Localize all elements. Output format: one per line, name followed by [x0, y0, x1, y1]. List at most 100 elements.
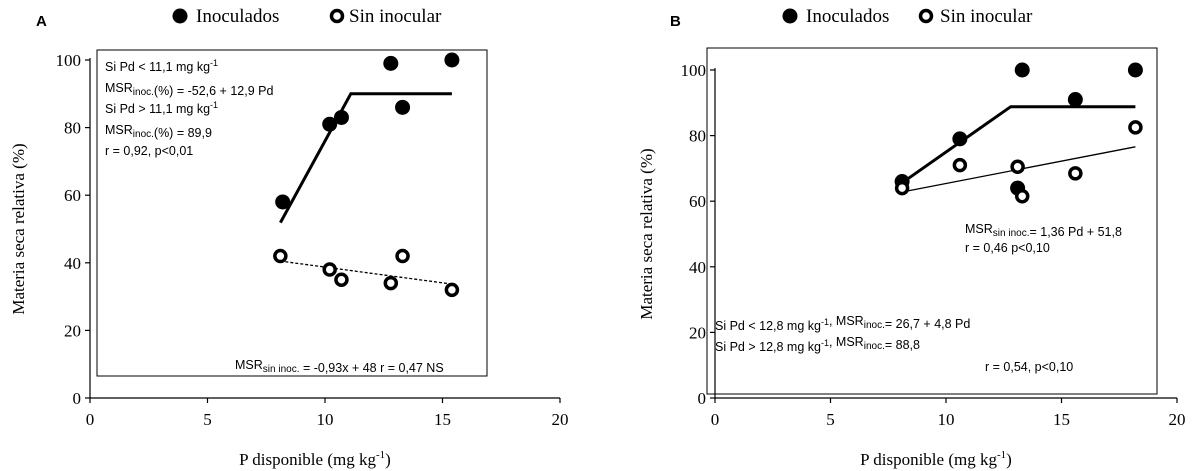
annotation-line: Si Pd > 11,1 mg kg-1 [105, 100, 218, 116]
y-tick-label: 40 [689, 258, 706, 277]
x-tick-label: 0 [86, 410, 95, 429]
panel-letter: A [36, 13, 47, 30]
y-tick-label: 20 [689, 323, 706, 342]
data-point-sin-inocular [1068, 166, 1083, 181]
subscript: inoc. [864, 341, 885, 352]
fit-line-inoculados [279, 92, 452, 224]
x-tick-label: 0 [711, 410, 720, 429]
data-point-inoculados [383, 55, 399, 71]
y-tick-label: 0 [698, 389, 707, 408]
annotation-line: r = 0,54, p<0,10 [985, 360, 1073, 374]
annotation-text: , MSR [829, 314, 864, 328]
superscript: -1 [210, 100, 218, 110]
regression-annotation: r = 0,54, p<0,10 [985, 360, 1073, 374]
y-tick-label: 80 [689, 127, 706, 146]
data-point-sin-inocular [334, 272, 349, 287]
data-point-sin-inocular [894, 180, 910, 196]
annotation-line: r = 0,46 p<0,10 [965, 241, 1050, 255]
annotation-text: (%) = 89,9 [154, 126, 212, 140]
plot-frame [706, 47, 1158, 395]
data-point-inoculados [1127, 62, 1143, 78]
annotation-text: Si Pd > 12,8 mg kg [715, 340, 821, 354]
annotation-text: = 88,8 [885, 338, 920, 352]
regression-annotation: Si Pd < 12,8 mg kg-1, MSRinoc.= 26,7 + 4… [715, 314, 970, 354]
chart-panel-a: A Inoculados Sin inocular 0 20 40 60 80 100 0 5 10 1… [9, 6, 569, 469]
chart-panel-b: B Inoculados Sin inocular 0 20 40 60 80 100 0 5 10 1… [637, 6, 1186, 469]
x-axis-title-text: P disponible (mg kg [239, 450, 376, 469]
annotation-text: MSR [105, 123, 133, 137]
subscript: sin inoc. [263, 364, 300, 375]
annotation-line: Si Pd < 12,8 mg kg-1, MSRinoc.= 26,7 + 4… [715, 314, 970, 333]
x-axis-title-end: ) [1006, 450, 1012, 469]
data-point-inoculados [395, 99, 411, 115]
data-point-sin-inocular [1128, 120, 1143, 135]
x-tick-label: 15 [1053, 410, 1070, 429]
y-axis-title: Materia seca relativa (%) [9, 143, 28, 314]
annotation-text: MSR [235, 358, 263, 372]
subscript: inoc. [133, 87, 154, 98]
x-axis-title: P disponible (mg kg-1) [239, 449, 391, 469]
data-point-sin-inocular [444, 282, 460, 298]
annotation-line: MSRinoc.(%) = 89,9 [105, 123, 212, 140]
x-tick-label: 20 [552, 410, 569, 429]
annotation-text: Si Pd < 12,8 mg kg [715, 319, 821, 333]
annotation-text: r = 0,92, p<0,01 [105, 144, 193, 158]
regression-annotation: Si Pd < 11,1 mg kg-1 MSRinoc.(%) = -52,6… [105, 58, 273, 158]
annotation-text: Si Pd > 11,1 mg kg [105, 102, 210, 116]
y-tick-label: 80 [64, 119, 81, 138]
annotation-line: r = 0,92, p<0,01 [105, 144, 193, 158]
x-tick-label: 15 [434, 410, 451, 429]
x-axis-title-superscript: -1 [997, 449, 1006, 461]
y-tick-label: 60 [64, 186, 81, 205]
panel-letter: B [670, 13, 681, 30]
annotation-line: MSRsin inoc. = -0,93x + 48 r = 0,47 NS [235, 358, 444, 375]
data-point-sin-inocular [383, 275, 399, 291]
superscript: -1 [821, 317, 829, 327]
y-axis-title: Materia seca relativa (%) [637, 148, 656, 319]
fit-line-sin-inocular [280, 260, 452, 285]
legend-marker-open [329, 8, 345, 24]
y-tick-label: 0 [73, 389, 82, 408]
x-axis-title-superscript: -1 [376, 449, 385, 461]
annotation-line: Si Pd < 11,1 mg kg-1 [105, 58, 218, 74]
legend-label: Inoculados [806, 6, 889, 27]
data-point-inoculados [1067, 92, 1083, 108]
y-tick-label: 40 [64, 254, 81, 273]
superscript: -1 [210, 58, 218, 68]
y-tick-label: 60 [689, 192, 706, 211]
superscript: -1 [821, 338, 829, 348]
data-point-inoculados [322, 116, 338, 132]
data-point-sin-inocular [395, 248, 410, 264]
regression-annotation: MSRsin inoc.= 1,36 Pd + 51,8 r = 0,46 p<… [965, 222, 1122, 255]
x-tick-label: 10 [938, 410, 955, 429]
subscript: sin inoc. [993, 228, 1030, 239]
x-axis-title-text: P disponible (mg kg [860, 450, 997, 469]
legend-label: Inoculados [196, 6, 279, 27]
data-point-sin-inocular [273, 248, 288, 264]
data-point-sin-inocular [1014, 189, 1030, 204]
annotation-line: MSRsin inoc.= 1,36 Pd + 51,8 [965, 222, 1122, 239]
annotation-text: MSR [965, 222, 993, 236]
annotation-text: = 1,36 Pd + 51,8 [1029, 225, 1121, 239]
y-tick-label: 100 [56, 51, 82, 70]
x-axis-title: P disponible (mg kg-1) [860, 449, 1012, 469]
data-point-inoculados [952, 131, 968, 147]
legend-label: Sin inocular [940, 6, 1033, 27]
subscript: inoc. [864, 320, 885, 331]
data-point-sin-inocular [322, 262, 337, 277]
annotation-text: r = 0,54, p<0,10 [985, 360, 1073, 374]
x-tick-label: 5 [203, 410, 212, 429]
plot-frame [96, 49, 488, 377]
data-point-inoculados [333, 109, 349, 125]
x-tick-label: 20 [1169, 410, 1186, 429]
annotation-line: MSRinoc.(%) = -52,6 + 12,9 Pd [105, 81, 273, 98]
x-tick-label: 5 [826, 410, 835, 429]
y-tick-label: 100 [681, 61, 707, 80]
legend-marker-filled [172, 8, 188, 24]
annotation-text: MSR [105, 81, 133, 95]
annotation-text: r = 0,46 p<0,10 [965, 241, 1050, 255]
annotation-text: (%) = -52,6 + 12,9 Pd [154, 84, 274, 98]
y-tick-label: 20 [64, 321, 81, 340]
regression-annotation: MSRsin inoc. = -0,93x + 48 r = 0,47 NS [235, 358, 444, 375]
data-point-sin-inocular [952, 157, 968, 173]
